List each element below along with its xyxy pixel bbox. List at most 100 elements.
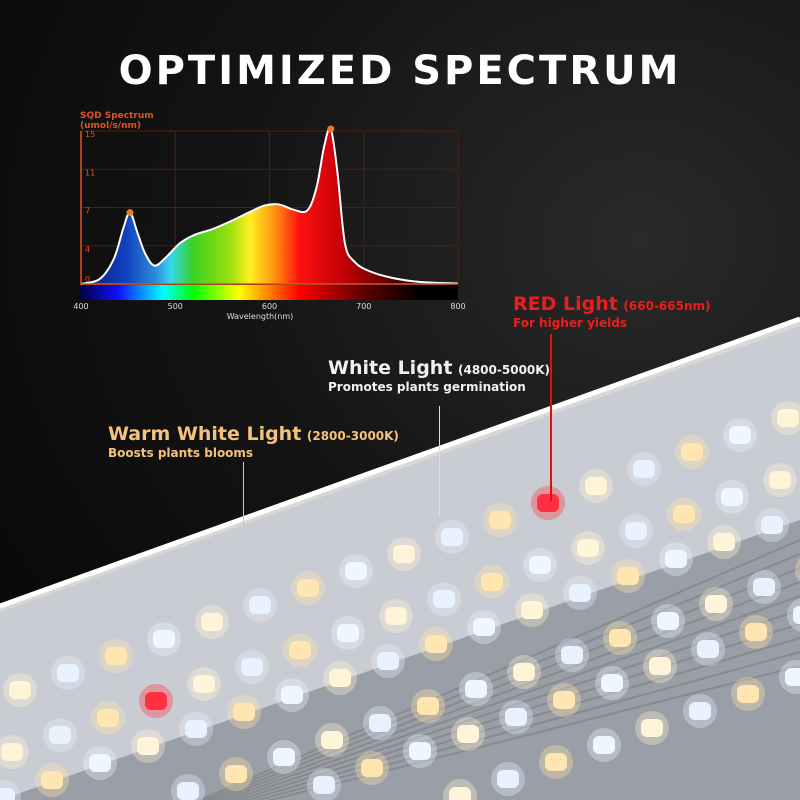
x-axis-label: Wavelength(nm) — [227, 312, 294, 321]
led — [649, 657, 671, 675]
led — [337, 624, 359, 642]
led — [625, 522, 647, 540]
led — [665, 550, 687, 568]
heatsink-fin — [219, 595, 800, 800]
led — [569, 584, 591, 602]
led — [457, 725, 479, 743]
heatsink-fin — [199, 539, 800, 800]
white-light-name: White Light — [328, 357, 453, 379]
led — [513, 663, 535, 681]
led — [329, 669, 351, 687]
led — [577, 539, 599, 557]
led — [497, 770, 519, 788]
led — [769, 471, 791, 489]
x-tick-label: 500 — [168, 302, 183, 311]
y-tick-label: 7 — [85, 207, 90, 216]
led — [321, 731, 343, 749]
led — [729, 426, 751, 444]
peak-marker — [126, 209, 134, 217]
y-axis-label: (umol/s/nm) — [80, 121, 141, 131]
x-tick-label: 700 — [356, 302, 371, 311]
spectrum-area — [81, 128, 458, 284]
red-led — [537, 494, 559, 512]
led — [57, 664, 79, 682]
wavelength-color-bar — [80, 285, 458, 300]
red-light-range: (660-665nm) — [623, 299, 711, 313]
spectrum-curve — [80, 127, 459, 285]
spectrum-chart: SQD Spectrum (umol/s/nm) 0 4 7 11 15 400 500 60… — [73, 111, 465, 321]
red-led — [145, 692, 167, 710]
led — [745, 623, 767, 641]
led — [553, 691, 575, 709]
led — [529, 556, 551, 574]
heatsink-fin — [202, 553, 800, 800]
led — [489, 511, 511, 529]
x-tick-label: 800 — [450, 302, 465, 311]
led — [385, 607, 407, 625]
led-glow — [795, 557, 800, 583]
led — [153, 630, 175, 648]
led — [49, 726, 71, 744]
led — [441, 528, 463, 546]
led — [793, 606, 800, 624]
led — [737, 685, 759, 703]
led — [425, 635, 447, 653]
heatsink-fin — [207, 567, 800, 800]
heatsink-fin — [266, 665, 800, 800]
heatsink-fin — [244, 637, 800, 800]
led — [721, 488, 743, 506]
led — [521, 601, 543, 619]
led — [361, 759, 383, 777]
red-light-callout: RED Light (660-665nm) For higher yields — [513, 293, 711, 330]
led — [9, 681, 31, 699]
led — [409, 742, 431, 760]
led — [281, 686, 303, 704]
light-bar-edge — [0, 316, 800, 609]
led — [377, 652, 399, 670]
page-title: OPTIMIZED SPECTRUM — [118, 48, 682, 94]
led — [417, 697, 439, 715]
y-tick-label: 15 — [85, 130, 95, 139]
led — [249, 596, 271, 614]
warm-light-name: Warm White Light — [108, 423, 302, 445]
chart-title: SQD Spectrum — [80, 111, 154, 121]
x-tick-label: 600 — [262, 302, 277, 311]
led — [761, 516, 783, 534]
led — [185, 720, 207, 738]
led — [449, 787, 471, 800]
led — [313, 776, 335, 794]
led — [785, 668, 800, 686]
led — [593, 736, 615, 754]
white-light-desc: Promotes plants germination — [328, 380, 526, 394]
led — [601, 674, 623, 692]
led — [641, 719, 663, 737]
warm-light-desc: Boosts plants blooms — [108, 446, 254, 460]
led — [585, 477, 607, 495]
led — [345, 562, 367, 580]
led — [609, 629, 631, 647]
led — [705, 595, 727, 613]
led — [681, 443, 703, 461]
y-tick-label: 4 — [85, 245, 90, 254]
warm-light-range: (2800-3000K) — [306, 429, 399, 443]
led — [1, 743, 23, 761]
led — [225, 765, 247, 783]
x-tick-label: 400 — [73, 302, 88, 311]
led — [273, 748, 295, 766]
white-light-callout: White Light (4800-5000K) Promotes plants… — [328, 357, 550, 394]
heatsink-fin — [254, 651, 800, 800]
led — [89, 754, 111, 772]
led — [41, 771, 63, 789]
led — [0, 788, 15, 800]
led — [713, 533, 735, 551]
y-tick-label: 11 — [85, 168, 95, 177]
white-pointer-line — [439, 406, 440, 516]
led — [297, 579, 319, 597]
led — [241, 658, 263, 676]
led — [561, 646, 583, 664]
red-light-desc: For higher yields — [513, 316, 627, 330]
led — [777, 409, 799, 427]
led — [697, 640, 719, 658]
led — [465, 680, 487, 698]
